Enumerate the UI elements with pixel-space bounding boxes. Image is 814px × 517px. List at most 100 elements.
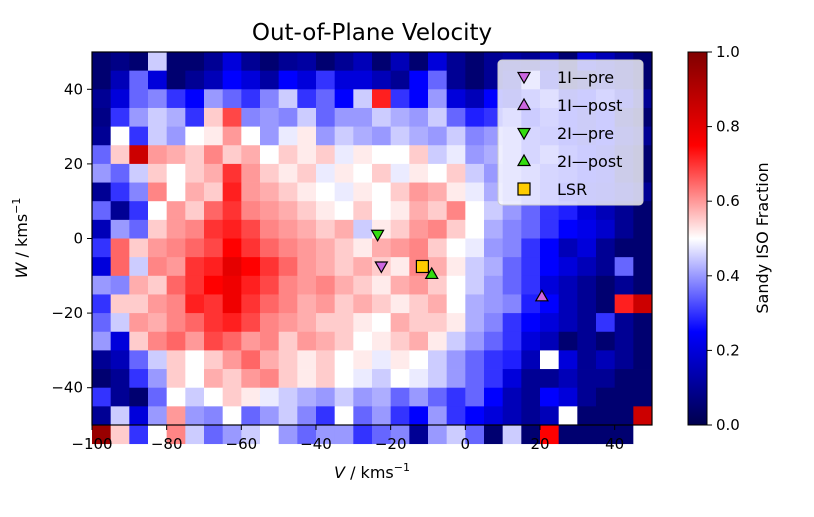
heatmap-cell — [428, 238, 448, 258]
heatmap-cell — [596, 387, 616, 407]
heatmap-cell — [129, 182, 149, 202]
heatmap-cell — [297, 350, 317, 370]
heatmap-cell — [353, 425, 373, 445]
heatmap-cell — [260, 52, 280, 72]
heatmap-cell — [334, 52, 354, 72]
heatmap-cell — [390, 350, 410, 370]
heatmap-cell — [484, 369, 504, 389]
heatmap-cell — [577, 257, 597, 277]
heatmap-cell — [353, 275, 373, 295]
heatmap-cell — [446, 275, 466, 295]
heatmap-cell — [521, 219, 541, 239]
heatmap-cell — [222, 369, 242, 389]
heatmap-cell — [166, 163, 186, 183]
legend-marker — [516, 97, 532, 111]
heatmap-cell — [353, 369, 373, 389]
heatmap-cell — [278, 145, 298, 165]
heatmap-cell — [372, 425, 392, 445]
heatmap-cell — [166, 145, 186, 165]
heatmap-cell — [614, 257, 634, 277]
heatmap-cell — [278, 294, 298, 314]
heatmap-cell — [484, 238, 504, 258]
heatmap-cell — [129, 257, 149, 277]
heatmap-cell — [129, 350, 149, 370]
heatmap-cell — [540, 425, 560, 445]
heatmap-cell — [129, 275, 149, 295]
heatmap-cell — [260, 182, 280, 202]
heatmap-cell — [92, 219, 112, 239]
heatmap-cell — [521, 313, 541, 333]
legend-entry: 1I—pre — [557, 68, 614, 87]
heatmap-cell — [166, 70, 186, 90]
heatmap-cell — [129, 238, 149, 258]
heatmap-cell — [428, 145, 448, 165]
heatmap-cell — [92, 406, 112, 426]
legend-entry: 2I—pre — [557, 124, 614, 143]
heatmap-cell — [390, 89, 410, 109]
heatmap-cell — [166, 107, 186, 127]
heatmap-cell — [596, 425, 616, 445]
heatmap-cell — [409, 425, 429, 445]
heatmap-cell — [110, 201, 130, 221]
heatmap-cell — [390, 257, 410, 277]
heatmap-cell — [353, 350, 373, 370]
heatmap-cell — [185, 406, 205, 426]
colorbar-tick-label: 0.4 — [716, 267, 740, 285]
heatmap-cell — [577, 219, 597, 239]
heatmap-cell — [278, 238, 298, 258]
heatmap-cell — [278, 126, 298, 146]
heatmap-cell — [596, 201, 616, 221]
heatmap-cell — [390, 387, 410, 407]
legend-marker — [516, 153, 532, 167]
heatmap-cell — [409, 331, 429, 351]
heatmap-cell — [110, 107, 130, 127]
heatmap-cell — [428, 126, 448, 146]
heatmap-cell — [558, 275, 578, 295]
heatmap-cell — [92, 257, 112, 277]
heatmap-cell — [409, 238, 429, 258]
heatmap-cell — [185, 89, 205, 109]
heatmap-cell — [92, 350, 112, 370]
x-axis-label-unit: / kms — [345, 463, 394, 482]
heatmap-cell — [185, 238, 205, 258]
heatmap-cell — [241, 201, 261, 221]
heatmap-cell — [148, 52, 168, 72]
colorbar-ticks: 0.0 0.2 0.4 0.6 0.8 1.0 — [707, 43, 740, 434]
colorbar-tick-label: 0.0 — [716, 416, 740, 434]
heatmap-cell — [372, 275, 392, 295]
heatmap-cell — [316, 126, 336, 146]
x-tick-label: −20 — [375, 435, 407, 453]
heatmap-cell — [92, 182, 112, 202]
heatmap-cell — [428, 331, 448, 351]
heatmap-cell — [353, 331, 373, 351]
heatmap-cell — [278, 89, 298, 109]
heatmap-cell — [353, 238, 373, 258]
heatmap-cell — [540, 387, 560, 407]
heatmap-cell — [185, 163, 205, 183]
heatmap-cell — [166, 387, 186, 407]
heatmap-cell — [204, 70, 224, 90]
heatmap-cell — [260, 70, 280, 90]
heatmap-cell — [148, 182, 168, 202]
heatmap-cell — [428, 107, 448, 127]
heatmap-cell — [110, 89, 130, 109]
heatmap-cell — [372, 294, 392, 314]
heatmap-cell — [558, 219, 578, 239]
heatmap-cell — [297, 331, 317, 351]
heatmap-cell — [204, 275, 224, 295]
heatmap-cell — [148, 425, 168, 445]
heatmap-cell — [465, 294, 485, 314]
heatmap-cell — [596, 257, 616, 277]
heatmap-cell — [222, 406, 242, 426]
heatmap-cell — [390, 238, 410, 258]
heatmap-cell — [614, 425, 634, 445]
heatmap-cell — [502, 238, 522, 258]
heatmap-cell — [465, 145, 485, 165]
heatmap-cell — [297, 257, 317, 277]
heatmap-cell — [166, 350, 186, 370]
heatmap-cell — [185, 182, 205, 202]
heatmap-cell — [185, 52, 205, 72]
heatmap-cell — [446, 425, 466, 445]
heatmap-cell — [297, 52, 317, 72]
heatmap-cell — [334, 70, 354, 90]
